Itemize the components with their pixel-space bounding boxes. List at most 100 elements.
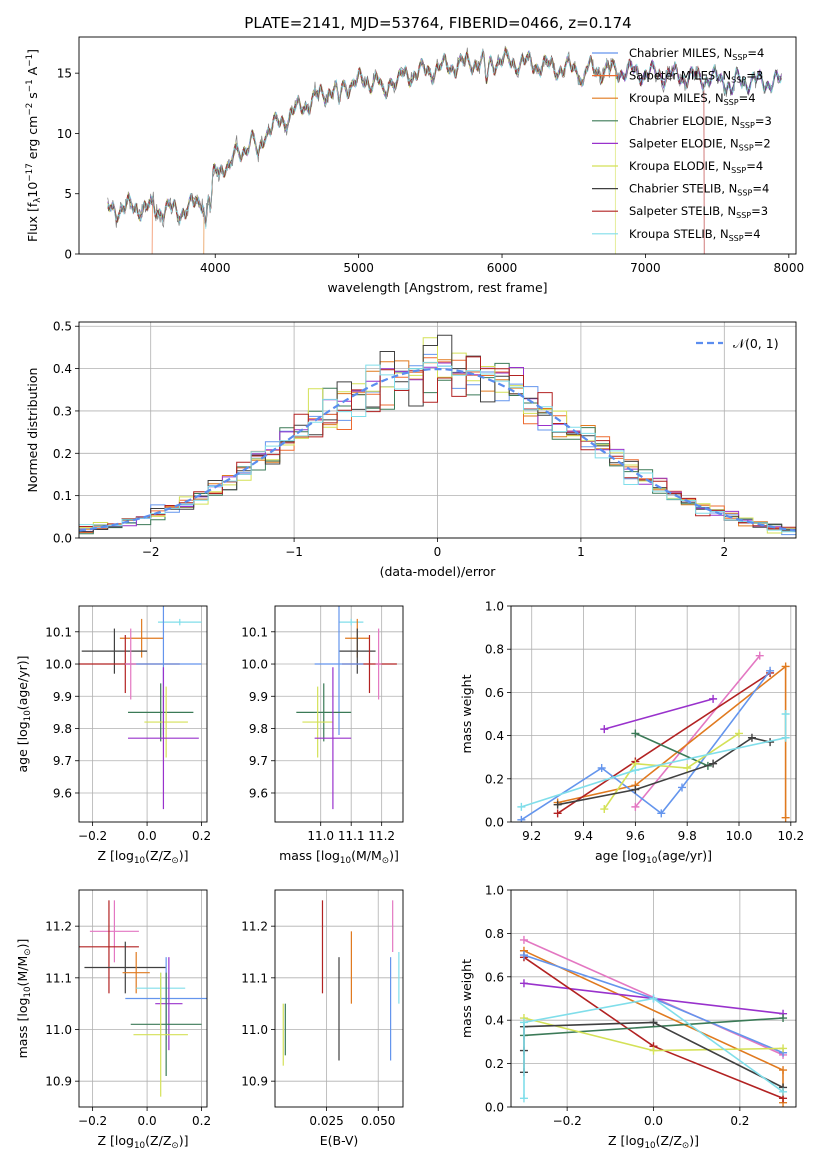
residual-histogram-step xyxy=(79,361,796,538)
plus-marker xyxy=(597,764,606,772)
y-tick-label: 0.2 xyxy=(485,1057,504,1071)
legend-label: Kroupa STELIB, NSSP=4 xyxy=(629,227,761,243)
massweight-vs-Z-panel: −0.2 0.0 0.2 0.0 0.2 0.4 0.6 0.8 1.0 Z [log10(Z/Z… xyxy=(459,884,797,1151)
y-tick-label: 9.7 xyxy=(53,754,72,768)
x-tick-label: 8000 xyxy=(774,261,805,275)
x-tick-label: 2 xyxy=(720,545,728,559)
spectrum-plot-area xyxy=(107,45,782,254)
y-tick-label: 10.0 xyxy=(241,658,268,672)
x-tick-label: −2 xyxy=(142,545,160,559)
y-tick-label: 0.4 xyxy=(485,729,504,743)
errorbar-point xyxy=(125,628,137,700)
x-tick-label: 6000 xyxy=(487,261,518,275)
legend-label: Salpeter STELIB, NSSP=3 xyxy=(629,204,768,220)
mass-vs-Z-panel: −0.2 0.0 0.2 10.9 11.0 11.1 11.2 Z [log10(Z/Z⊙)… xyxy=(15,889,211,1151)
errorbar-point xyxy=(157,618,202,626)
y-tick-label: 10.1 xyxy=(241,625,268,639)
spectrum-frame xyxy=(78,36,797,255)
errorbar-point xyxy=(314,606,364,735)
y-tick-label: 9.9 xyxy=(249,690,268,704)
y-tick-label: 11.1 xyxy=(241,971,268,985)
massweight-vs-age-y-axis-label: mass weight xyxy=(459,674,474,753)
massweight-vs-Z-x-axis-label: Z [log10(Z/Z⊙)] xyxy=(608,1133,699,1151)
plus-marker xyxy=(649,1018,658,1027)
age-vs-Z-plot-area xyxy=(79,606,202,810)
spectrum-x-axis-label: wavelength [Angstrom, rest frame] xyxy=(327,280,547,295)
errorbar-point xyxy=(119,618,164,658)
model-spectrum-line xyxy=(107,47,705,254)
y-tick-label: 11.2 xyxy=(45,920,72,934)
x-tick-label: 10.2 xyxy=(777,829,804,843)
x-tick-label: 4000 xyxy=(200,261,231,275)
mass-vs-Z-frame xyxy=(78,889,208,1108)
residuals-legend: 𝒩(0, 1) xyxy=(696,336,779,351)
legend-label: Salpeter ELODIE, NSSP=2 xyxy=(629,136,771,152)
massweight-vs-Z-y-axis-label: mass weight xyxy=(459,959,474,1038)
plus-marker xyxy=(657,809,666,818)
plus-marker xyxy=(779,1087,788,1096)
errorbar-point xyxy=(155,957,183,1051)
mass-vs-Z-y-axis-label: mass [log10(M/M⊙)] xyxy=(15,939,33,1059)
y-tick-label: 0.4 xyxy=(485,1014,504,1028)
mass-vs-EBV-frame xyxy=(274,889,404,1108)
plus-marker xyxy=(709,694,718,703)
x-tick-label: 10.0 xyxy=(726,829,753,843)
age-vs-Z-y-axis-label: age [log10(age/yr)] xyxy=(15,655,33,772)
plus-marker xyxy=(683,764,692,772)
mass-vs-EBV-panel: 0.025 0.050 10.9 11.0 11.1 11.2 E(B-V) xyxy=(241,889,404,1148)
plus-marker xyxy=(747,733,756,742)
legend-label: Chabrier ELODIE, NSSP=3 xyxy=(629,114,772,130)
age-vs-Z-frame xyxy=(78,605,208,823)
errorbar-point xyxy=(375,628,382,700)
normal-curve xyxy=(79,367,796,532)
mass-vs-Z-x-axis-label: Z [log10(Z/Z⊙)] xyxy=(97,1133,188,1151)
residuals-x-axis-label: (data-model)/error xyxy=(380,564,497,579)
age-vs-Z-panel: −0.2 0.0 0.2 9.6 9.7 9.8 9.9 10.0 10.1 Z [log10(Z… xyxy=(15,605,211,866)
plus-marker xyxy=(631,729,640,738)
massweight-vs-age-grid xyxy=(511,605,796,823)
y-tick-label: 9.9 xyxy=(53,690,72,704)
errorbar-point xyxy=(89,900,139,963)
plus-marker xyxy=(553,809,562,818)
errorbar-point xyxy=(122,952,150,994)
x-tick-label: 9.2 xyxy=(522,829,541,843)
x-tick-label: −0.2 xyxy=(78,829,107,843)
spectrum-y-axis-label: Flux [fλ10−17 erg cm−2 s−1 A−1] xyxy=(25,49,43,242)
errorbar-point xyxy=(314,667,352,810)
y-tick-label: 0.3 xyxy=(53,404,72,418)
legend-label: Chabrier MILES, NSSP=4 xyxy=(629,46,764,62)
errorbar-point xyxy=(296,683,352,742)
plus-marker xyxy=(779,1044,788,1053)
y-tick-label: 0.6 xyxy=(485,970,504,984)
y-tick-label: 11.2 xyxy=(241,920,268,934)
plus-marker xyxy=(517,815,526,822)
residual-histogram-step xyxy=(79,356,796,538)
legend-label: Kroupa MILES, NSSP=4 xyxy=(629,91,756,107)
errorbar-point xyxy=(339,618,364,626)
mass-weight-line xyxy=(557,672,771,815)
errorbar-point xyxy=(144,686,188,758)
residuals-panel: −2 −1 0 1 2 0.0 0.1 0.2 0.3 0.4 0.5 (data-model)/er… xyxy=(25,320,797,579)
plus-marker xyxy=(553,800,562,809)
y-tick-label: 10.0 xyxy=(45,658,72,672)
errorbar-point xyxy=(339,628,376,674)
x-tick-label: 9.6 xyxy=(626,829,645,843)
plus-marker xyxy=(519,935,528,944)
x-tick-label: 11.0 xyxy=(307,829,334,843)
plus-marker xyxy=(600,725,609,734)
mass-weight-line xyxy=(635,732,709,767)
age-vs-mass-frame xyxy=(274,605,404,823)
plus-marker xyxy=(517,802,526,811)
y-tick-label: 0.6 xyxy=(485,686,504,700)
y-tick-label: 0 xyxy=(64,248,72,262)
plus-marker xyxy=(678,783,686,792)
massweight-vs-Z-plot-area xyxy=(519,935,788,1107)
y-tick-label: 0.0 xyxy=(485,1101,504,1115)
age-vs-mass-x-axis-label: mass [log10(M/M⊙)] xyxy=(279,848,399,866)
x-tick-label: −0.2 xyxy=(553,1114,582,1128)
x-tick-label: 9.8 xyxy=(678,829,697,843)
errorbar-point xyxy=(130,972,202,1076)
y-tick-label: 1.0 xyxy=(485,884,504,898)
errorbar-point xyxy=(79,900,139,994)
legend-label: Chabrier STELIB, NSSP=4 xyxy=(629,182,769,198)
